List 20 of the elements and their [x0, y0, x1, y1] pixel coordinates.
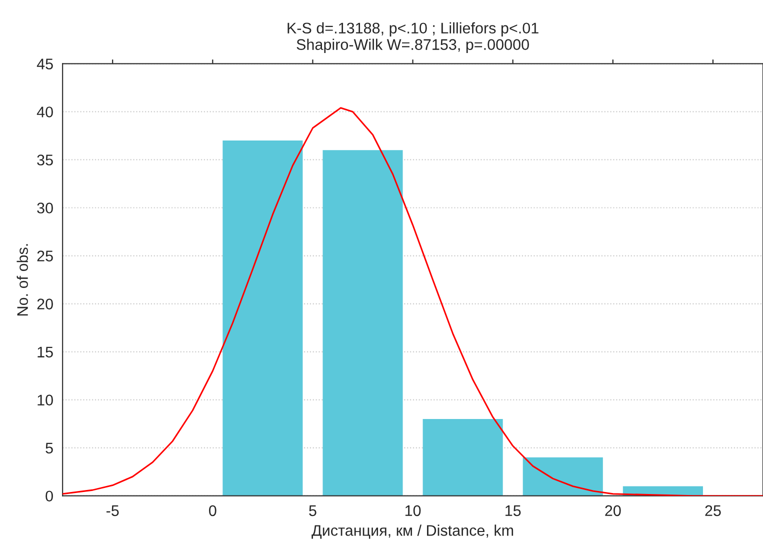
- y-tick-label: 30: [37, 202, 53, 214]
- x-tick-label: 10: [405, 505, 421, 516]
- chart-title: K-S d=.13188, p<.10 ; Lilliefors p<.01 Shapiro-Wilk W=.87153, p=.00000: [288, 22, 538, 53]
- y-tick-label: 5: [46, 442, 53, 454]
- x-tick-label: -5: [106, 505, 119, 516]
- y-tick-label: 40: [36, 106, 53, 118]
- x-tick-label: 5: [309, 505, 316, 516]
- x-tick-label: 0: [209, 505, 216, 516]
- x-tick-label: 20: [605, 505, 621, 516]
- y-tick-label: 15: [38, 346, 53, 358]
- y-tick-label: 20: [37, 298, 53, 310]
- y-axis-title: No. of obs.: [16, 244, 28, 316]
- x-tick-label: 25: [705, 505, 721, 516]
- x-axis-title: Дистанция, км / Distance, km: [312, 524, 514, 539]
- y-tick-label: 35: [37, 154, 53, 166]
- y-tick-label: 10: [38, 394, 53, 406]
- y-tick-label: 0: [46, 490, 53, 502]
- x-tick-label: 15: [506, 505, 521, 516]
- y-tick-label: 25: [37, 250, 53, 262]
- y-tick-label: 45: [36, 58, 53, 70]
